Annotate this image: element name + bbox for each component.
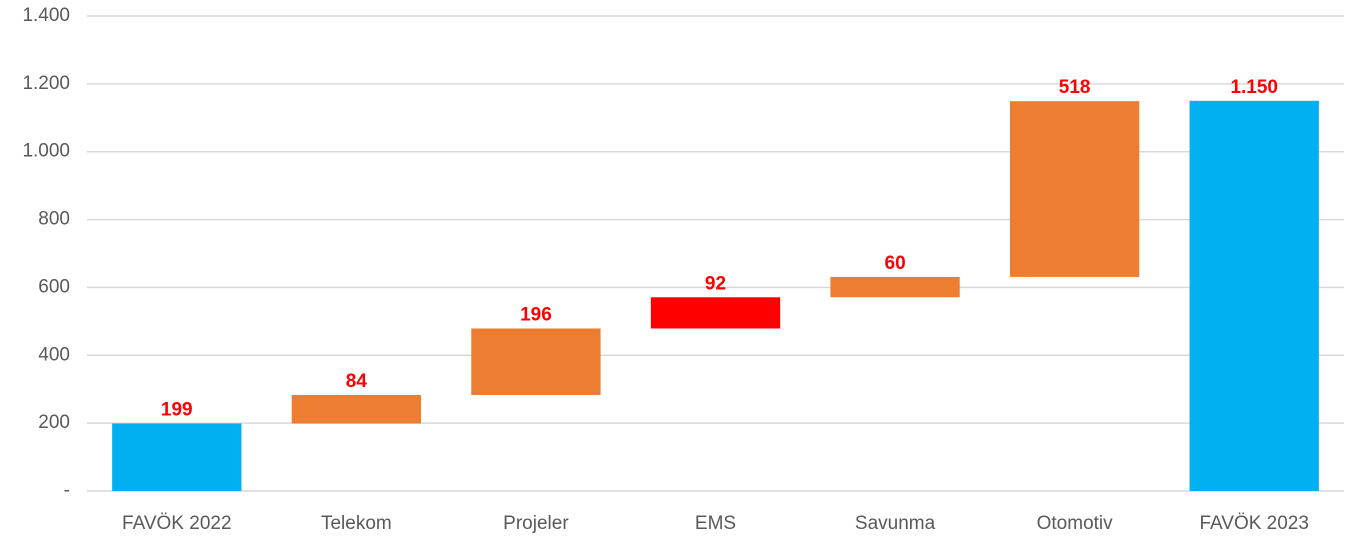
x-tick-label: FAVÖK 2023 bbox=[1199, 513, 1309, 534]
value-label: 84 bbox=[346, 371, 368, 392]
value-label: 1.150 bbox=[1230, 77, 1278, 98]
value-label: 199 bbox=[161, 399, 193, 420]
y-tick-label: 1.000 bbox=[22, 141, 70, 162]
value-label: 60 bbox=[885, 253, 906, 274]
y-tick-label: 1.400 bbox=[22, 5, 70, 26]
y-tick-label: 800 bbox=[38, 209, 70, 230]
value-label: 518 bbox=[1059, 77, 1091, 98]
bar bbox=[650, 297, 781, 329]
y-tick-label: 200 bbox=[38, 412, 70, 433]
value-label: 196 bbox=[520, 304, 552, 325]
x-tick-label: Projeler bbox=[503, 513, 569, 534]
y-tick-label: - bbox=[64, 480, 70, 501]
x-tick-label: Telekom bbox=[321, 513, 392, 534]
y-tick-label: 600 bbox=[38, 276, 70, 297]
bar bbox=[291, 394, 422, 424]
x-tick-label: Savunma bbox=[855, 513, 936, 534]
x-tick-label: EMS bbox=[695, 513, 736, 534]
bar bbox=[830, 276, 960, 298]
value-label: 92 bbox=[705, 273, 726, 294]
bar bbox=[471, 328, 601, 395]
x-tick-label: FAVÖK 2022 bbox=[122, 513, 232, 534]
y-tick-label: 400 bbox=[38, 344, 70, 365]
bar bbox=[1189, 100, 1319, 492]
x-tick-label: Otomotiv bbox=[1037, 513, 1114, 534]
y-tick-label: 1.200 bbox=[22, 73, 70, 94]
bar bbox=[112, 423, 242, 491]
bar bbox=[1009, 101, 1140, 277]
